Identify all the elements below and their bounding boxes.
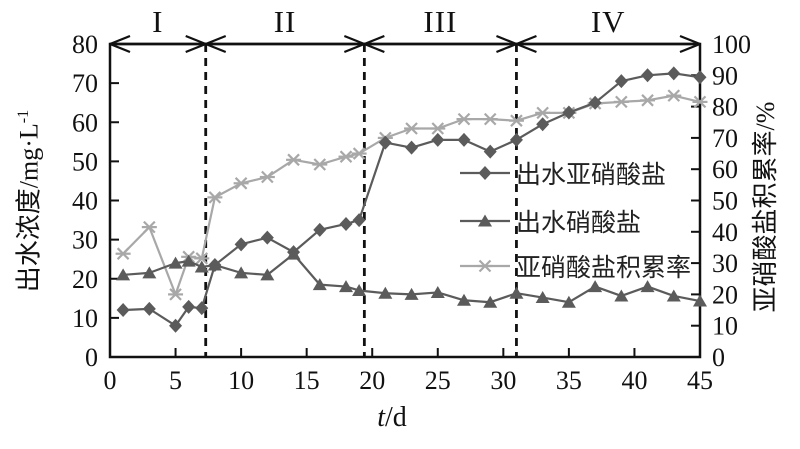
svg-text:20: 20 — [712, 280, 738, 309]
svg-text:70: 70 — [72, 69, 98, 98]
svg-text:50: 50 — [712, 187, 738, 216]
svg-text:15: 15 — [294, 366, 320, 395]
y-axis-title-left-sup: -1 — [15, 109, 32, 124]
legend-label-effluent-nitrite: 出水亚硝酸盐 — [516, 162, 667, 189]
x-axis-title: t/d — [292, 402, 492, 434]
axes: 0102030405060708001020304050607080901000… — [72, 30, 751, 395]
svg-text:100: 100 — [712, 30, 751, 59]
svg-text:0: 0 — [104, 366, 117, 395]
phase-label-3: III — [423, 4, 458, 39]
x-axis-variable: t — [377, 402, 385, 433]
svg-text:40: 40 — [72, 187, 98, 216]
y-axis-title-right: 亚硝酸盐积累率/% — [751, 101, 780, 313]
star-marker-icon — [460, 259, 510, 273]
diamond-marker-icon — [460, 166, 510, 180]
svg-text:10: 10 — [712, 312, 738, 341]
series-triangle — [116, 247, 707, 308]
y-axis-title-left-text: 出水浓度/mg·L — [14, 123, 44, 293]
x-axis-unit: /d — [385, 402, 407, 433]
svg-text:10: 10 — [228, 366, 254, 395]
svg-text:90: 90 — [712, 61, 738, 90]
svg-text:10: 10 — [72, 304, 98, 333]
phase-arrows — [109, 34, 701, 54]
legend-label-effluent-nitrate: 出水硝酸盐 — [516, 210, 642, 237]
svg-text:50: 50 — [72, 147, 98, 176]
svg-text:45: 45 — [687, 366, 713, 395]
svg-text:60: 60 — [712, 155, 738, 184]
legend-label-nitrite-accumulation-rate: 亚硝酸盐积累率 — [516, 255, 692, 282]
svg-text:30: 30 — [490, 366, 516, 395]
legend-item-nitrite-accumulation-rate: 亚硝酸盐积累率 — [458, 251, 692, 282]
y-axis-title-left: 出水浓度/mg·L-1 — [7, 1, 44, 401]
phase-label-4: IV — [590, 4, 626, 39]
svg-text:0: 0 — [85, 343, 98, 372]
series-diamond — [116, 66, 707, 333]
svg-text:80: 80 — [72, 30, 98, 59]
svg-text:25: 25 — [425, 366, 451, 395]
series-star — [115, 89, 708, 301]
legend-item-effluent-nitrate: 出水硝酸盐 — [458, 206, 642, 237]
legend-item-effluent-nitrite: 出水亚硝酸盐 — [458, 158, 667, 189]
svg-text:60: 60 — [72, 108, 98, 137]
svg-text:30: 30 — [712, 249, 738, 278]
phase-boundary-lines — [204, 44, 518, 357]
svg-text:35: 35 — [556, 366, 582, 395]
triangle-marker-icon — [460, 214, 510, 227]
svg-text:30: 30 — [72, 226, 98, 255]
svg-text:40: 40 — [621, 366, 647, 395]
svg-text:70: 70 — [712, 124, 738, 153]
phase-label-1: I — [152, 4, 164, 39]
svg-text:80: 80 — [712, 93, 738, 122]
svg-text:0: 0 — [712, 343, 725, 372]
svg-text:20: 20 — [72, 265, 98, 294]
svg-text:40: 40 — [712, 218, 738, 247]
phase-label-2: II — [273, 4, 297, 39]
svg-text:20: 20 — [359, 366, 385, 395]
svg-text:5: 5 — [169, 366, 182, 395]
